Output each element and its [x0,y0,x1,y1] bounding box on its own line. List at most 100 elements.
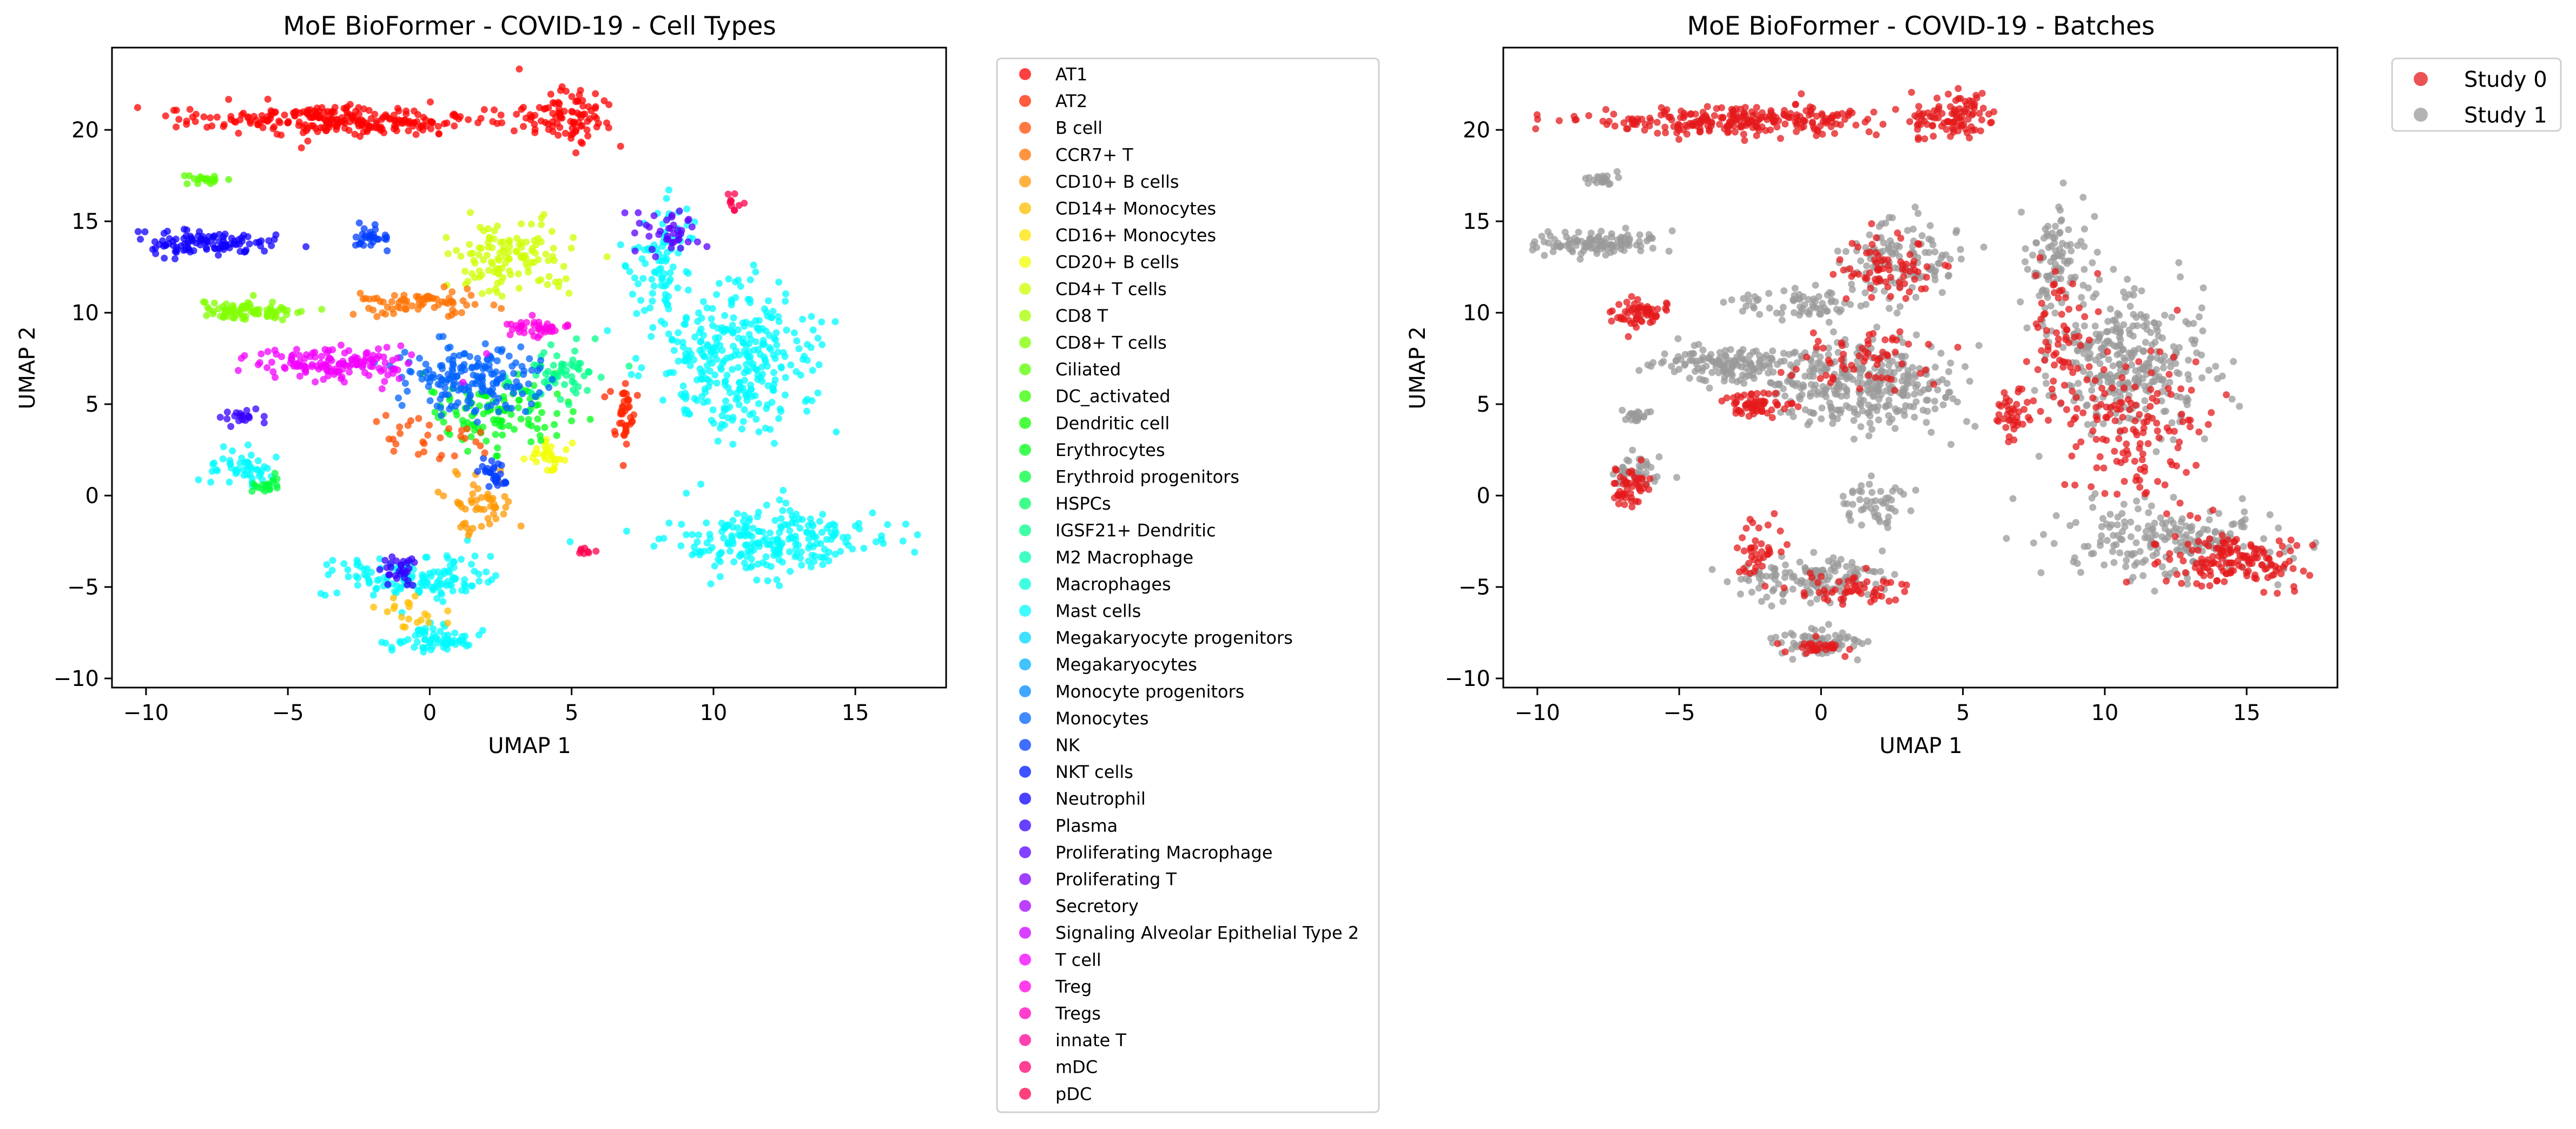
batches-point-study-1 [1563,233,1570,241]
batches-point-study-1 [1822,393,1830,400]
batches-point-study-1 [1846,510,1853,517]
batches-point-study-1 [1751,305,1758,312]
batches-point-study-0 [1692,110,1699,118]
batches-point-study-1 [1812,281,1819,289]
batches-point-study-1 [1633,241,1640,249]
cell-types-point-mast-cells [683,315,690,323]
cell-types-point-t-cell [322,361,329,368]
cell-types-point-proliferating-macrophage [684,217,692,225]
cell-types-point-at2 [616,420,623,427]
cell-types-point-mast-cells [419,644,426,651]
batches-point-study-0 [1723,122,1730,130]
cell-types-point-b-cell [414,451,422,458]
cell-types-point-mast-cells [726,547,734,555]
cell-types-point-plasma [408,555,415,563]
cell-types-point-mast-cells [755,428,763,435]
batches-point-study-1 [1748,589,1755,596]
batches-point-study-1 [2142,528,2150,535]
batches-point-study-1 [1919,406,1927,414]
cell-types-point-igsf21-dendritic [571,347,579,355]
cell-types-point-at2 [607,388,614,395]
cell-types-point-mast-cells [374,577,381,584]
batches-point-study-1 [1890,369,1898,377]
batches-point-study-0 [2030,397,2037,405]
batches-point-study-1 [2058,216,2065,223]
batches-point-study-1 [1834,247,1841,255]
batches-point-study-0 [1608,318,1615,325]
cell-types-point-at1 [273,130,281,138]
cell-types-point-mast-cells [716,573,724,580]
cell-types-point-mast-cells [819,561,827,569]
cell-types-point-mast-cells [465,641,473,649]
cell-types-point-mast-cells [458,637,466,645]
batches-point-study-1 [1858,506,1865,514]
cell-types-x-tick-label: −10 [123,701,169,725]
batches-point-study-1 [1780,303,1787,311]
batches-point-study-1 [2147,329,2155,336]
cell-types-point-cd4-t-cells [516,285,523,292]
batches-point-study-1 [1619,464,1627,471]
cell-types-point-erythroid-progenitors [266,486,274,493]
cell-types-point-mast-cells [729,329,737,337]
batches-point-study-0 [1767,109,1775,116]
cell-types-point-igsf21-dendritic [591,335,599,342]
batches-point-study-0 [1995,411,2003,419]
cell-types-point-at1 [295,122,302,129]
cell-types-point-mast-cells [786,527,794,534]
batches-point-study-1 [2110,542,2117,549]
batches-point-study-1 [1753,297,1761,304]
batches-point-study-1 [2148,526,2156,533]
batches-point-study-1 [1844,373,1851,380]
batches-point-study-1 [2151,519,2158,527]
cell-types-point-neutrophil [181,226,188,233]
cell-types-point-proliferating-macrophage [676,207,683,215]
cell-types-point-t-cell [352,356,359,364]
cell-types-point-cd4-t-cells [545,257,552,265]
cell-types-legend-marker-ccr7-t [1019,148,1031,161]
cell-types-point-cd4-t-cells [497,239,504,246]
batches-point-study-1 [2172,360,2179,367]
cell-types-point-mast-cells [761,305,768,313]
batches-point-study-0 [1985,110,1992,118]
batches-point-study-0 [2006,416,2014,424]
cell-types-point-at1 [341,116,348,124]
cell-types-point-b-cell [435,455,443,463]
batches-point-study-0 [1624,333,1632,340]
cell-types-point-mast-cells [781,521,789,529]
cell-types-point-neutrophil [137,235,144,243]
batches-point-study-1 [2131,285,2138,292]
batches-point-study-1 [1885,214,1893,221]
batches-point-study-1 [2127,354,2135,362]
batches-point-study-0 [2260,589,2268,596]
cell-types-point-cd8-t-cells [255,311,262,318]
cell-types-point-at1 [600,97,608,104]
batches-point-study-1 [2138,287,2145,295]
cell-types-legend-marker-plasma [1019,819,1031,831]
batches-point-study-0 [1647,117,1655,124]
cell-types-point-proliferating-macrophage [635,209,642,216]
cell-types-point-monocytes [481,364,489,371]
cell-types-point-at1 [285,118,292,126]
cell-types-point-mast-cells [650,543,658,550]
batches-point-study-1 [2104,318,2112,325]
cell-types-point-t-cell [287,359,294,367]
cell-types-point-cd8-t-cells [247,308,255,315]
cell-types-point-b-cell [424,431,432,439]
cell-types-point-nk [485,483,493,490]
batches-point-study-1 [1907,507,1914,514]
cell-types-point-mast-cells [658,276,665,283]
cell-types-point-monocytes [545,384,553,391]
batches-point-study-0 [1634,312,1641,320]
batches-point-study-1 [1766,305,1773,312]
batches-point-study-1 [2158,563,2166,571]
batches-point-study-1 [1975,342,1983,349]
cell-types-point-t-cell [318,353,325,360]
cell-types-point-mast-cells [397,585,405,592]
cell-types-point-mast-cells [655,535,663,543]
batches-point-study-1 [2135,505,2142,513]
cell-types-point-at1 [207,114,214,122]
cell-types-point-mast-cells [247,451,255,459]
batches-point-study-0 [1870,108,1878,116]
batches-point-study-1 [2074,347,2082,355]
cell-types-legend-marker-nkt-cells [1019,765,1031,778]
